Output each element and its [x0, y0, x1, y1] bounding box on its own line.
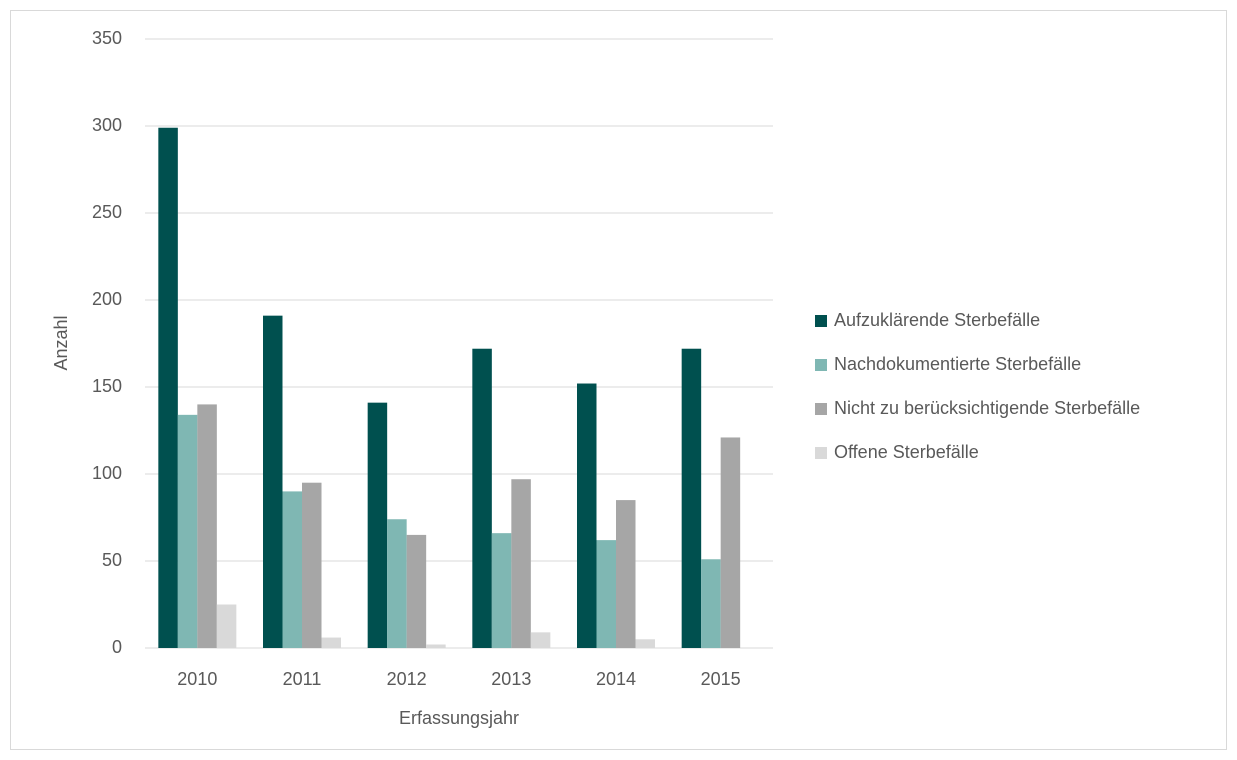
y-axis-label: Anzahl [51, 315, 71, 370]
x-tick-label: 2012 [387, 669, 427, 689]
x-tick-label: 2015 [701, 669, 741, 689]
bar [387, 519, 407, 648]
legend-swatch [815, 315, 827, 327]
bar [491, 533, 512, 648]
bar [701, 559, 721, 648]
bar [216, 604, 237, 648]
bar [282, 491, 302, 648]
bar [681, 348, 702, 648]
bar [406, 534, 427, 648]
bar [635, 639, 655, 648]
y-tick-label: 250 [92, 202, 122, 222]
legend-label: Aufzuklärende Sterbefälle [834, 310, 1040, 330]
bar [177, 414, 198, 648]
bar [263, 315, 283, 648]
bar [197, 404, 217, 648]
bar [596, 540, 616, 648]
bar [321, 637, 341, 648]
x-tick-label: 2014 [596, 669, 636, 689]
bar [367, 402, 388, 648]
y-tick-label: 300 [92, 115, 122, 135]
x-axis-label: Erfassungsjahr [399, 708, 519, 728]
y-tick-label: 200 [92, 289, 122, 309]
bar [530, 632, 551, 648]
legend-label: Nicht zu berücksichtigende Sterbefälle [834, 398, 1140, 418]
y-tick-label: 100 [92, 463, 122, 483]
legend-swatch [815, 359, 827, 371]
legend-swatch [815, 447, 827, 459]
bar [720, 437, 741, 648]
y-tick-label: 350 [92, 28, 122, 48]
bar [511, 479, 531, 648]
bar [577, 383, 597, 648]
y-tick-label: 0 [112, 637, 122, 657]
legend-label: Nachdokumentierte Sterbefälle [834, 354, 1081, 374]
bar [616, 500, 636, 648]
x-tick-label: 2010 [177, 669, 217, 689]
y-tick-label: 50 [102, 550, 122, 570]
x-tick-label: 2011 [283, 669, 322, 689]
legend-label: Offene Sterbefälle [834, 442, 979, 462]
y-tick-label: 150 [92, 376, 122, 396]
bar [426, 644, 446, 648]
bar [472, 348, 492, 648]
bar [302, 482, 322, 648]
legend-swatch [815, 403, 827, 415]
x-tick-label: 2013 [491, 669, 531, 689]
bar [158, 127, 178, 649]
